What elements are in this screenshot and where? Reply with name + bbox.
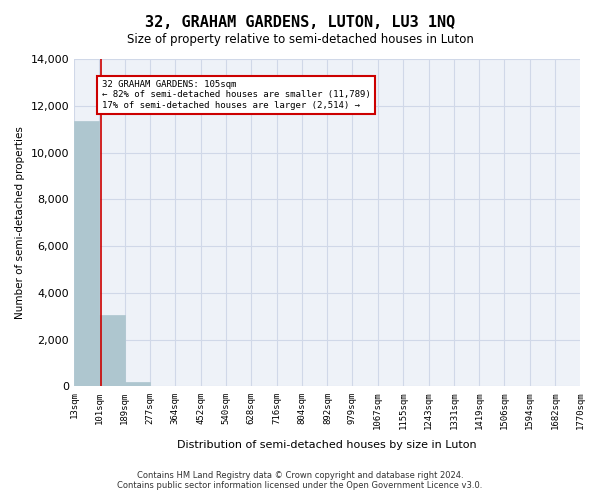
Y-axis label: Number of semi-detached properties: Number of semi-detached properties bbox=[15, 126, 25, 319]
X-axis label: Distribution of semi-detached houses by size in Luton: Distribution of semi-detached houses by … bbox=[178, 440, 477, 450]
Bar bbox=[74, 121, 100, 386]
Bar bbox=[100, 315, 125, 386]
Text: Size of property relative to semi-detached houses in Luton: Size of property relative to semi-detach… bbox=[127, 32, 473, 46]
Text: Contains HM Land Registry data © Crown copyright and database right 2024.
Contai: Contains HM Land Registry data © Crown c… bbox=[118, 470, 482, 490]
Bar bbox=[125, 382, 150, 386]
Text: 32, GRAHAM GARDENS, LUTON, LU3 1NQ: 32, GRAHAM GARDENS, LUTON, LU3 1NQ bbox=[145, 15, 455, 30]
Text: 32 GRAHAM GARDENS: 105sqm
← 82% of semi-detached houses are smaller (11,789)
17%: 32 GRAHAM GARDENS: 105sqm ← 82% of semi-… bbox=[102, 80, 371, 110]
